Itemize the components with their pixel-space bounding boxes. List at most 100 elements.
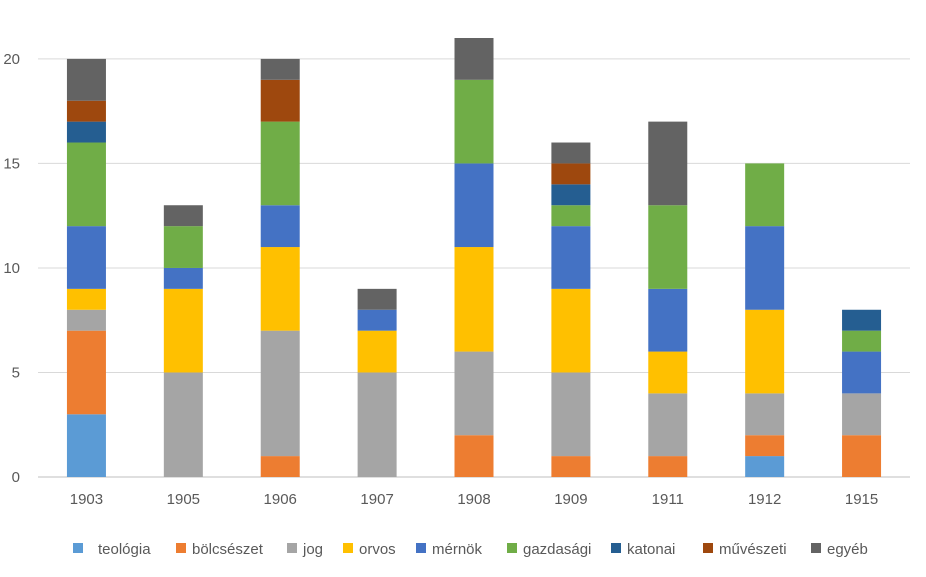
- legend-swatch: [703, 543, 713, 553]
- bar-stack: [260, 58, 300, 477]
- bar-stack: [842, 309, 882, 477]
- bar-segment: [260, 247, 300, 331]
- bar-stack: [745, 163, 785, 477]
- bar-segment: [163, 205, 203, 227]
- x-tick-label: 1906: [264, 491, 297, 508]
- bar-segment: [260, 79, 300, 122]
- legend-item: orvos: [343, 541, 396, 558]
- bar-segment: [551, 184, 591, 206]
- x-tick-label: 1908: [457, 491, 490, 508]
- legend-item: jog: [287, 541, 323, 558]
- bar-segment: [648, 456, 688, 477]
- y-tick-label: 5: [12, 364, 20, 381]
- bar-segment: [551, 163, 591, 185]
- legend-label: orvos: [359, 541, 396, 558]
- legend-swatch: [416, 543, 426, 553]
- bar-stack: [163, 205, 203, 477]
- bar-segment: [842, 435, 882, 477]
- bar-segment: [260, 330, 300, 457]
- bar-segment: [163, 372, 203, 477]
- bar-segment: [842, 309, 882, 331]
- bar-segment: [163, 288, 203, 373]
- bar-segment: [454, 38, 494, 80]
- bar-segment: [66, 288, 106, 310]
- bar-segment: [66, 142, 106, 227]
- x-tick-label: 1907: [360, 491, 393, 508]
- bar-segment: [745, 456, 785, 477]
- bar-segment: [163, 267, 203, 289]
- bar-segment: [66, 121, 106, 143]
- bar-segment: [454, 79, 494, 164]
- legend-label: teológia: [98, 541, 151, 558]
- bar-segment: [745, 226, 785, 310]
- legend-swatch: [343, 543, 353, 553]
- bar-segment: [66, 330, 106, 415]
- x-tick-label: 1915: [845, 491, 878, 508]
- bar-segment: [454, 163, 494, 248]
- bar-segment: [454, 351, 494, 436]
- legend-item: bölcsészet: [176, 541, 264, 558]
- bars: [66, 38, 882, 477]
- legend-swatch: [73, 543, 83, 553]
- bar-segment: [745, 163, 785, 227]
- bar-segment: [648, 205, 688, 289]
- bar-segment: [648, 288, 688, 352]
- legend-label: egyéb: [827, 541, 868, 558]
- bar-segment: [745, 393, 785, 436]
- legend-item: katonai: [611, 541, 675, 558]
- legend-label: bölcsészet: [192, 541, 264, 558]
- legend-swatch: [811, 543, 821, 553]
- bar-segment: [648, 393, 688, 457]
- x-tick-label: 1903: [70, 491, 103, 508]
- legend-item: gazdasági: [507, 541, 591, 558]
- bar-segment: [842, 393, 882, 436]
- legend-swatch: [507, 543, 517, 553]
- bar-segment: [454, 435, 494, 477]
- bar-segment: [260, 58, 300, 80]
- legend-item: mérnök: [416, 541, 483, 558]
- bar-stack: [648, 121, 688, 477]
- legend-swatch: [287, 543, 297, 553]
- legend-swatch: [176, 543, 186, 553]
- legend-swatch: [611, 543, 621, 553]
- bar-segment: [648, 351, 688, 394]
- bar-segment: [66, 58, 106, 101]
- bar-segment: [260, 121, 300, 206]
- bar-segment: [551, 456, 591, 477]
- legend: teológia bölcsészet jog orvos mérnök gazdaság…: [73, 541, 868, 558]
- legend-label: mérnök: [432, 541, 483, 558]
- bar-segment: [357, 309, 397, 331]
- legend-label: gazdasági: [523, 541, 591, 558]
- bar-segment: [66, 414, 106, 477]
- y-tick-label: 0: [12, 469, 20, 486]
- x-tick-label: 1909: [554, 491, 587, 508]
- bar-segment: [260, 205, 300, 248]
- legend-label: művészeti: [719, 541, 787, 558]
- bar-segment: [357, 372, 397, 477]
- bar-segment: [842, 351, 882, 394]
- legend-label: jog: [302, 541, 323, 558]
- x-tick-label: 1905: [167, 491, 200, 508]
- bar-segment: [357, 330, 397, 373]
- x-tick-label: 1911: [652, 491, 684, 508]
- x-axis-ticks: 1903 1905 1906 1907 1908 1909 1911 1912 1915: [70, 491, 878, 508]
- legend-item: egyéb: [811, 541, 868, 558]
- y-tick-label: 15: [3, 155, 20, 172]
- bar-segment: [66, 309, 106, 331]
- bar-segment: [551, 205, 591, 227]
- bar-segment: [66, 100, 106, 122]
- legend-label: katonai: [627, 541, 675, 558]
- bar-segment: [357, 288, 397, 310]
- legend-item: művészeti: [703, 541, 787, 558]
- bar-segment: [551, 142, 591, 164]
- y-tick-label: 20: [3, 51, 20, 68]
- bar-stack: [357, 288, 397, 477]
- x-tick-label: 1912: [748, 491, 781, 508]
- bar-segment: [648, 121, 688, 206]
- bar-segment: [745, 309, 785, 394]
- y-axis-ticks: 0 5 10 15 20: [3, 51, 20, 486]
- legend-item: teológia: [73, 541, 151, 558]
- bar-segment: [842, 330, 882, 352]
- bar-segment: [745, 435, 785, 457]
